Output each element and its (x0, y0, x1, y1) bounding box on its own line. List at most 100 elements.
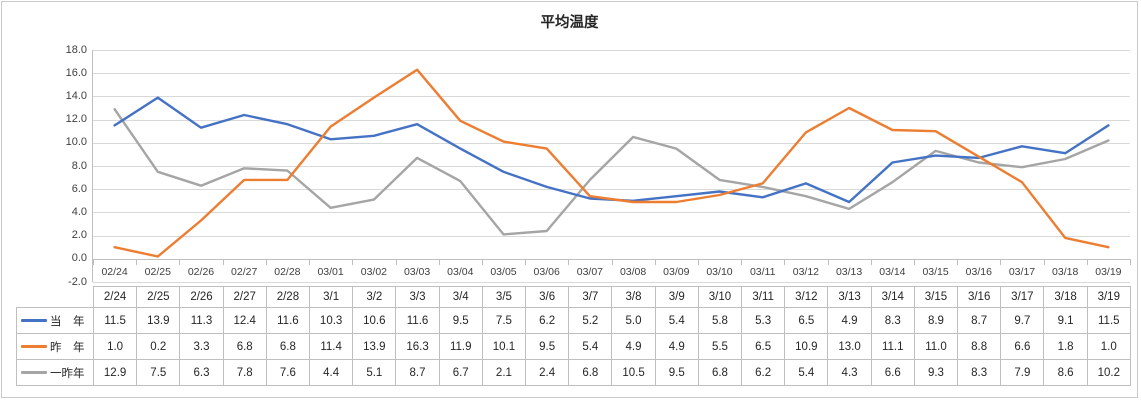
table-cell: 6.7 (438, 359, 483, 386)
x-axis-tick (222, 258, 224, 265)
gridline (93, 96, 1130, 98)
table-row-year-before-last: 一昨年 12.9 7.5 6.3 7.8 7.6 4.4 5.1 8.7 6.7 2.1 2.4 6.8… (16, 359, 1131, 386)
table-cell: 5.1 (352, 359, 397, 386)
table-cell: 10.6 (352, 307, 397, 334)
table-cell: 1.0 (92, 333, 138, 360)
table-cell: 4.4 (309, 359, 354, 386)
table-header-cell: 3/19 (1086, 286, 1131, 308)
y-axis-label: 14.0 (65, 89, 87, 102)
table-cell: 13.9 (136, 307, 181, 334)
x-axis-tick (309, 258, 310, 265)
table-cell: 3.3 (179, 333, 224, 360)
table-row-this-year: 当 年 11.5 13.9 11.3 12.4 11.6 10.3 10.6 11.6 9.5 7.… (16, 307, 1131, 334)
table-cell: 8.3 (957, 359, 1002, 386)
x-axis-label: 03/14 (879, 266, 906, 278)
legend-swatch-year-before-last (21, 371, 47, 374)
x-axis-tick (870, 258, 872, 265)
table-cell: 6.2 (525, 307, 570, 334)
table-header-cell: 3/7 (568, 286, 613, 308)
table-cell: 10.2 (1086, 359, 1131, 386)
table-cell: 5.4 (568, 333, 613, 360)
x-axis-tick (93, 258, 94, 265)
table-cell: 10.9 (784, 333, 829, 360)
x-axis-tick (741, 258, 743, 265)
table-header-cell: 3/13 (827, 286, 872, 308)
table-cell: 8.9 (913, 307, 959, 334)
table-cell: 7.9 (1000, 359, 1045, 386)
table-corner-blank (17, 287, 94, 308)
table-header-cell: 2/24 (92, 286, 138, 308)
table-cell: 6.5 (741, 333, 786, 360)
table-cell: 8.7 (957, 307, 1002, 334)
x-axis-tick (438, 258, 440, 265)
table-cell: 7.5 (481, 307, 527, 334)
table-cell: 5.3 (741, 307, 786, 334)
table-cell: 10.1 (481, 333, 527, 360)
x-axis-label: 03/17 (1008, 266, 1036, 278)
x-axis-label: 03/16 (965, 266, 992, 278)
x-axis-tick (611, 258, 613, 265)
table-cell: 1.0 (1086, 333, 1131, 360)
table-cell: 6.6 (870, 359, 915, 386)
table-header-cell: 3/2 (352, 286, 397, 308)
series-line-year-before-last (113, 108, 1110, 236)
table-cell: 9.5 (525, 333, 570, 360)
x-axis-tick (1043, 258, 1045, 265)
gridline (93, 212, 1130, 214)
x-axis-tick (957, 258, 959, 265)
table-cell: 8.3 (870, 307, 915, 334)
table-cell: 12.4 (222, 307, 267, 334)
y-axis-label: 2.0 (71, 229, 87, 242)
table-cell: 11.6 (265, 307, 311, 334)
x-axis-label: 03/05 (490, 266, 517, 278)
x-axis-tick (395, 258, 397, 265)
table-header-cell: 3/1 (309, 286, 354, 308)
table-cell: 12.9 (92, 359, 138, 386)
x-axis-label: 03/13 (835, 266, 863, 278)
table-cell: 5.5 (697, 333, 743, 360)
x-axis-tick (1086, 258, 1088, 265)
legend-label-this-year: 当 年 (50, 315, 85, 328)
table-cell: 2.4 (525, 359, 570, 386)
table-header-cell: 3/4 (438, 286, 483, 308)
table-cell: 5.4 (654, 307, 699, 334)
y-axis-label: 4.0 (71, 205, 87, 218)
table-header-cell: 2/28 (265, 286, 311, 308)
table-header-row: 2/24 2/25 2/26 2/27 2/28 3/1 3/2 3/3 3/4 3/5 3/6 3/… (17, 286, 1131, 308)
x-axis-label: 03/04 (447, 266, 474, 278)
x-axis-label: 03/01 (317, 266, 344, 278)
table-cell: 8.8 (957, 333, 1002, 360)
x-axis-tick (654, 258, 656, 265)
x-axis-tick (784, 258, 786, 265)
y-axis-label: 6.0 (71, 182, 87, 195)
x-axis-label: 03/10 (706, 266, 733, 278)
table-header-cell: 3/8 (611, 286, 656, 308)
table-cell: 11.5 (1086, 307, 1131, 334)
y-axis-label: -2.0 (68, 275, 87, 288)
table-cell: 10.5 (611, 359, 656, 386)
table-cell: 5.8 (697, 307, 743, 334)
gridline (93, 189, 1130, 191)
y-axis-label: 0.0 (71, 252, 87, 265)
x-axis-tick (568, 258, 570, 265)
legend-entry: 一昨年 (18, 365, 93, 381)
series-line-this-year (113, 96, 1110, 204)
table-cell: 11.5 (92, 307, 138, 334)
legend-cell-year-before-last: 一昨年 (16, 359, 94, 386)
x-axis-tick (697, 258, 699, 265)
x-axis-tick (1130, 258, 1131, 265)
table-cell: 9.5 (654, 359, 699, 386)
table-cell: 6.5 (784, 307, 829, 334)
table-header-cell: 3/18 (1043, 286, 1088, 308)
y-axis-label: 12.0 (65, 113, 87, 126)
x-axis-label: 03/02 (360, 266, 388, 278)
x-axis-tick (914, 258, 915, 265)
x-axis-label: 02/25 (144, 266, 171, 278)
table-cell: 6.8 (265, 333, 311, 360)
x-axis-label: 03/11 (749, 266, 776, 278)
table-header-cell: 3/6 (525, 286, 570, 308)
gridline (93, 282, 1130, 283)
table-cell: 2.1 (481, 359, 527, 386)
legend-entry: 当 年 (18, 313, 93, 329)
